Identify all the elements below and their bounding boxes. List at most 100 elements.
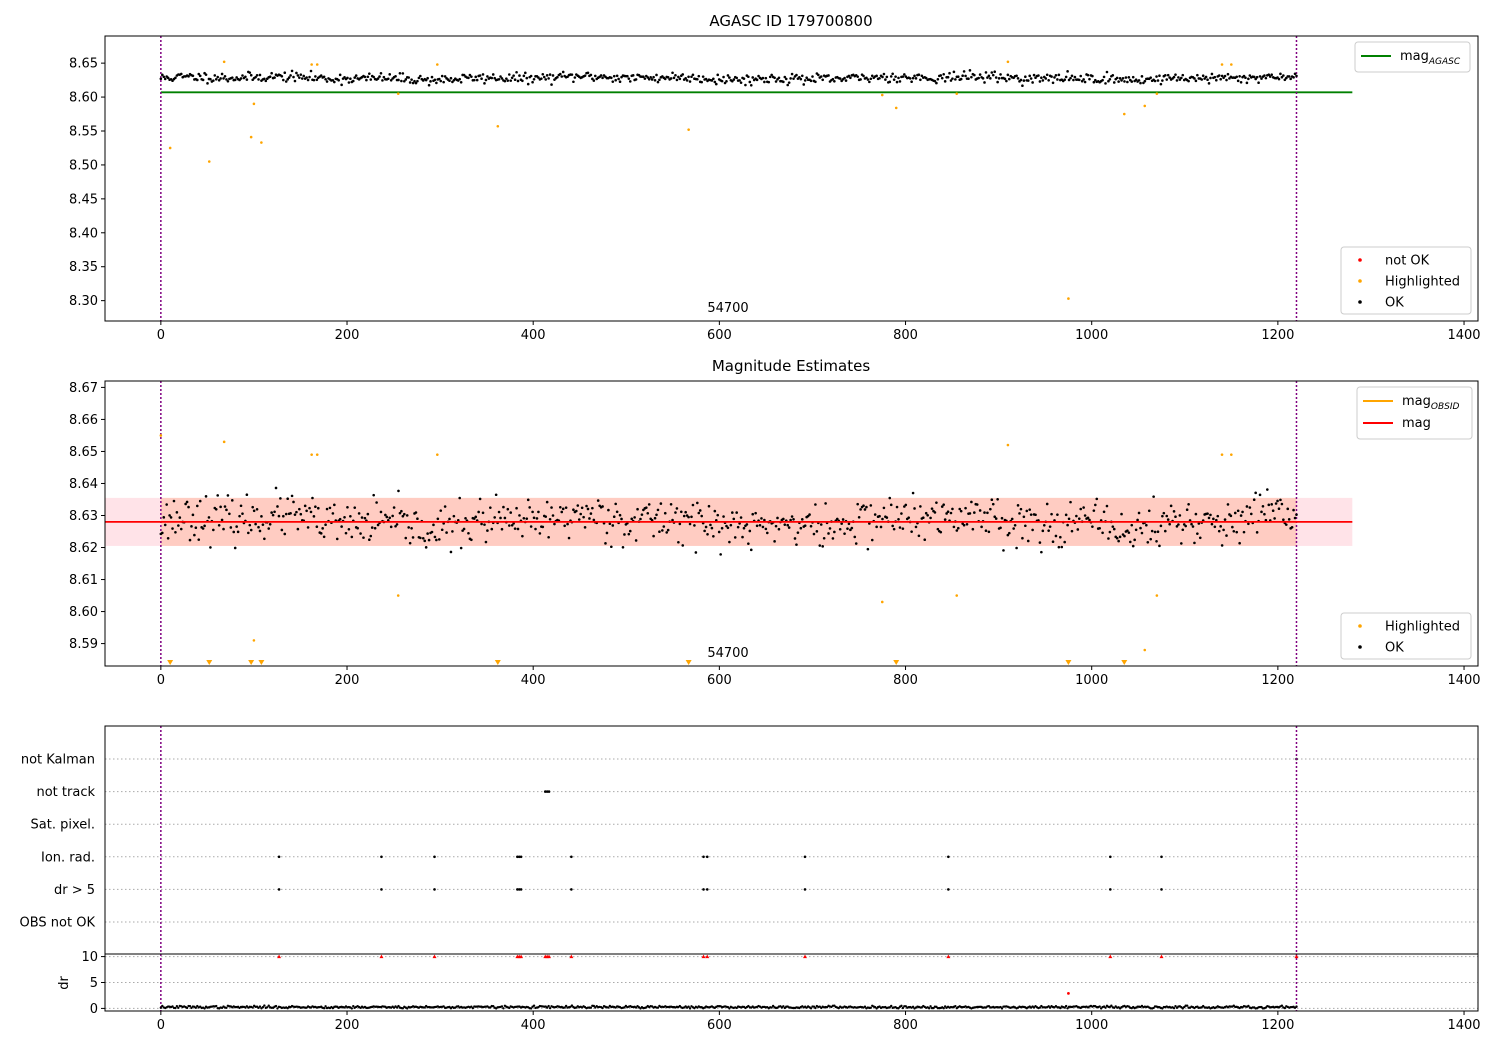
ok-point — [551, 514, 555, 517]
ok-point — [474, 515, 478, 519]
p2-ytick-label: 8.62 — [69, 541, 98, 556]
ok-point — [458, 496, 462, 500]
ok-point — [1295, 74, 1298, 78]
ok-point — [423, 539, 427, 543]
highlighted-point — [496, 124, 500, 128]
ok-point — [233, 546, 237, 550]
ok-point — [1124, 76, 1128, 79]
ok-point — [1193, 541, 1196, 545]
ok-point — [799, 526, 803, 530]
ok-point — [973, 511, 976, 514]
ok-point — [749, 83, 753, 87]
ok-point — [257, 78, 260, 81]
ok-point — [608, 522, 612, 526]
ok-point — [628, 529, 632, 533]
ok-point — [179, 72, 183, 76]
ok-point — [255, 507, 259, 511]
ok-point — [372, 493, 375, 497]
ok-point — [548, 517, 552, 521]
ok-point — [1128, 540, 1132, 544]
ok-point — [397, 78, 400, 82]
dr-point — [529, 1007, 533, 1010]
ok-point — [257, 525, 260, 529]
ok-point — [591, 77, 594, 81]
ok-point — [793, 537, 797, 540]
ok-point — [325, 80, 329, 83]
ok-point — [477, 510, 480, 514]
ok-point — [515, 506, 518, 510]
dr-capped-marker — [277, 954, 282, 959]
ok-point — [1034, 76, 1037, 80]
ok-point — [583, 526, 587, 529]
ok-point — [1076, 528, 1080, 531]
ok-point — [1242, 530, 1246, 534]
ok-point — [201, 78, 205, 82]
p4-xtick-label: 1000 — [1075, 1018, 1108, 1033]
ok-point — [162, 75, 166, 79]
ok-point — [1069, 76, 1072, 80]
ok-point — [353, 506, 357, 510]
ok-point — [1092, 80, 1096, 84]
ok-point — [1163, 529, 1167, 533]
ok-point — [1150, 529, 1154, 533]
ok-point — [1166, 73, 1170, 77]
ok-point — [267, 527, 271, 530]
ok-point — [965, 522, 969, 526]
ok-point — [1244, 76, 1247, 80]
ok-point — [1252, 498, 1256, 502]
ok-point — [939, 530, 943, 534]
ok-point — [178, 516, 182, 519]
p2-legend-label: OK — [1385, 641, 1404, 656]
dr-point — [471, 1006, 475, 1010]
ok-point — [1231, 525, 1234, 529]
p4-xtick-label: 800 — [893, 1018, 918, 1033]
ok-point — [282, 78, 285, 82]
p4-xtick-label: 400 — [521, 1018, 546, 1033]
ok-point — [295, 71, 298, 75]
magnitude-estimates-panel: Magnitude Estimates 54700 0 200 400 600 800 1… — [69, 357, 1481, 688]
dr-point — [203, 1007, 206, 1010]
ok-point — [351, 79, 355, 83]
dr-point — [267, 1004, 270, 1007]
ok-point — [308, 75, 311, 79]
ok-point — [1210, 72, 1214, 76]
ok-point — [372, 75, 375, 79]
ok-point — [652, 75, 655, 79]
ok-point — [658, 530, 661, 534]
ok-point — [993, 70, 997, 74]
dr-point — [927, 1007, 931, 1010]
ok-point — [970, 75, 973, 79]
highlighted-point — [1230, 63, 1233, 66]
ok-point — [739, 516, 743, 519]
ok-point — [1268, 75, 1272, 78]
ok-point — [1213, 75, 1217, 79]
ok-point — [401, 514, 405, 518]
ok-point — [222, 77, 225, 80]
ok-point — [1032, 73, 1036, 77]
ok-point — [1126, 80, 1129, 84]
ok-point — [427, 538, 431, 542]
dr-point — [324, 1005, 327, 1008]
ok-point — [615, 510, 619, 514]
ok-point — [897, 518, 900, 521]
p1-xtick-label: 0 — [157, 328, 165, 343]
ok-point — [716, 73, 720, 77]
ok-point — [703, 529, 706, 533]
ok-point — [678, 522, 682, 526]
ok-point — [223, 505, 227, 508]
ok-point — [572, 80, 575, 84]
ok-point — [408, 81, 412, 84]
flag-point — [547, 790, 551, 793]
ok-point — [521, 534, 524, 538]
p2-legend-marker — [1358, 645, 1362, 649]
ok-point — [970, 500, 973, 504]
ok-point — [757, 74, 760, 78]
ok-point — [973, 73, 976, 77]
dr-capped-marker — [519, 954, 524, 959]
ok-point — [459, 80, 463, 84]
dr-point — [1174, 1004, 1177, 1008]
ok-point — [1155, 539, 1158, 543]
ok-point — [646, 76, 650, 79]
ok-point — [1029, 513, 1033, 516]
ok-point — [774, 80, 778, 83]
